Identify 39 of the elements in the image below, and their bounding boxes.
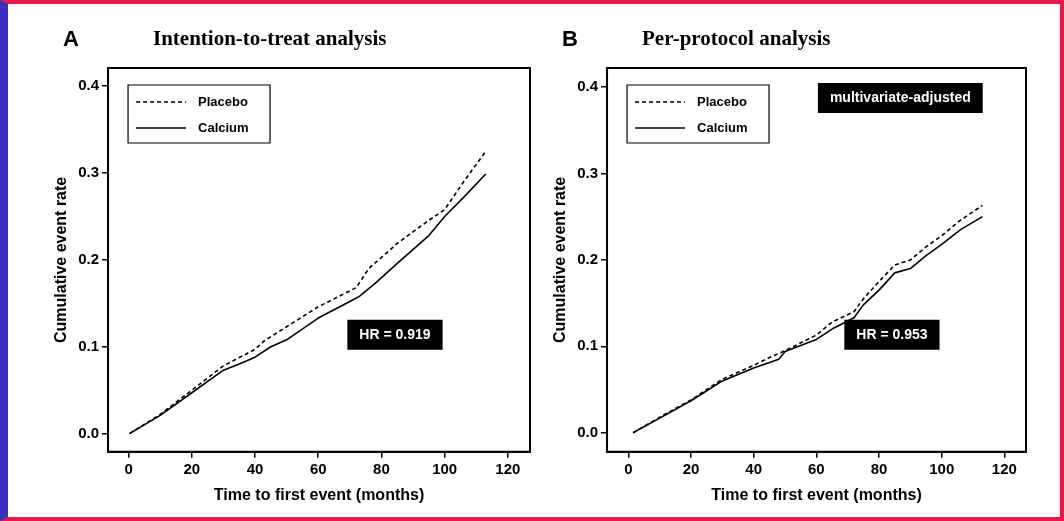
x-tick-label: 120	[495, 459, 521, 477]
x-tick-label: 40	[246, 459, 264, 477]
x-tick-label: 120	[991, 459, 1017, 477]
x-tick-label: 60	[808, 459, 825, 477]
y-tick-label: 0.0	[78, 423, 100, 441]
legend-label: Placebo	[198, 93, 248, 109]
y-tick-label: 0.4	[577, 77, 599, 95]
x-tick-label: 80	[373, 459, 390, 477]
y-tick-label: 0.3	[577, 163, 599, 181]
x-tick-label: 0	[124, 459, 133, 477]
y-tick-label: 0.1	[577, 336, 599, 354]
y-tick-label: 0.0	[577, 422, 599, 440]
y-tick-label: 0.1	[78, 336, 100, 354]
x-tick-label: 40	[745, 459, 763, 477]
x-axis-title: Time to first event (months)	[213, 485, 425, 503]
x-tick-label: 20	[682, 459, 700, 477]
annotation: HR = 0.919	[359, 325, 431, 342]
x-tick-label: 80	[870, 459, 888, 477]
annotation: HR = 0.953	[856, 325, 928, 342]
chart-title: Per-protocol analysis	[642, 26, 831, 51]
y-axis-title: Cumulative event rate	[52, 176, 70, 344]
text: B	[562, 26, 578, 52]
x-tick-label: 0	[624, 459, 633, 477]
x-tick-label: 100	[929, 459, 955, 477]
y-tick-label: 0.2	[577, 250, 599, 268]
y-tick-label: 0.2	[78, 250, 100, 268]
y-tick-label: 0.4	[78, 76, 100, 94]
text: A	[63, 26, 79, 52]
x-tick-label: 60	[309, 459, 327, 477]
y-axis-title: Cumulative event rate	[551, 176, 569, 344]
x-tick-label: 100	[432, 459, 458, 477]
legend-label: Calcium	[697, 119, 748, 135]
legend-label: Placebo	[697, 93, 747, 109]
legend-label: Calcium	[198, 119, 249, 135]
annotation: multivariate-adjusted	[829, 88, 971, 105]
y-tick-label: 0.3	[78, 163, 100, 181]
x-axis-title: Time to first event (months)	[711, 485, 922, 503]
x-tick-label: 20	[183, 459, 201, 477]
chart-title: Intention-to-treat analysis	[153, 26, 387, 51]
